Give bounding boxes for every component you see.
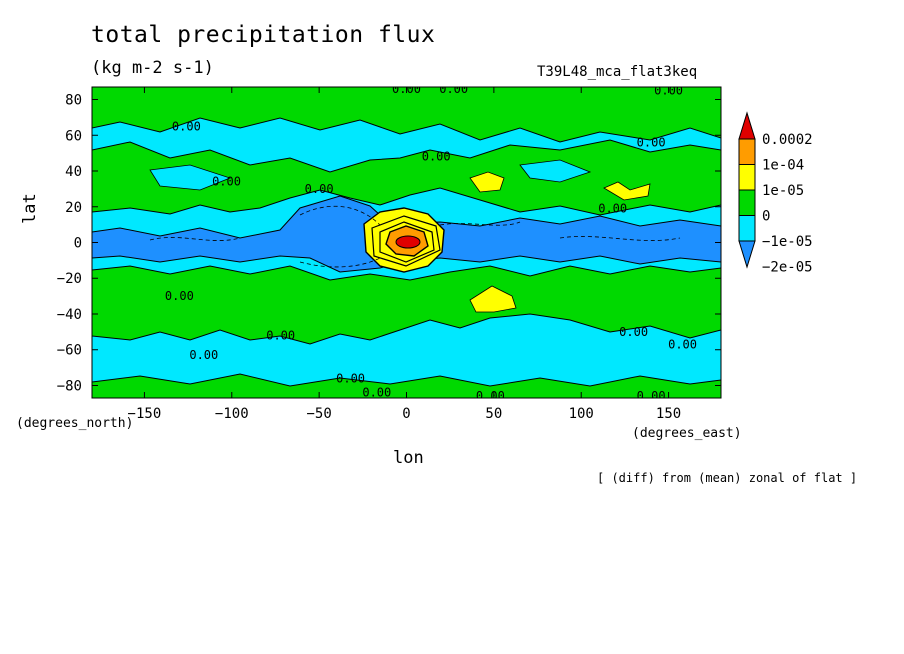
x-tick-label: 50 (485, 406, 502, 422)
y-axis-units: (degrees_north) (16, 416, 134, 431)
dashed-contours (149, 205, 681, 268)
contour-label: 0.00 (165, 289, 194, 303)
cyan-island-north (149, 164, 232, 191)
x-tick-label: −100 (215, 406, 249, 422)
legend-swatch (738, 164, 756, 191)
contour-label: 0.00 (476, 389, 505, 403)
contour-label: 0.00 (619, 325, 648, 339)
y-tick-label: 80 (65, 93, 82, 109)
x-axis-units: (degrees_east) (632, 426, 742, 441)
contour-label: 0.00 (266, 328, 295, 342)
contour-label: 0.00 (392, 82, 421, 96)
contour-label: 0.00 (212, 175, 241, 189)
legend-label: −2e-05 (762, 260, 813, 276)
central-contours (371, 215, 441, 267)
y-tick-label: −40 (57, 307, 82, 323)
contour-label: 0.00 (336, 371, 365, 385)
contour-label: 0.00 (654, 84, 683, 98)
legend-arrow-bottom (738, 240, 756, 269)
contour-label: 0.00 (305, 182, 334, 196)
y-tick-label: −20 (57, 271, 82, 287)
legend-label: −1e-05 (762, 234, 813, 250)
contour-label: 0.00 (598, 202, 627, 216)
y-tick-label: −60 (57, 343, 82, 359)
x-tick-label: 100 (569, 406, 594, 422)
y-tick-label: 20 (65, 200, 82, 216)
contour-label: 0.00 (422, 150, 451, 164)
contour-label: 0.00 (668, 337, 697, 351)
legend-label: 1e-05 (762, 183, 804, 199)
legend-swatch (738, 189, 756, 216)
legend-label: 1e-04 (762, 158, 804, 174)
x-tick-label: 0 (402, 406, 410, 422)
cyan-island-north-2 (519, 159, 592, 183)
x-tick-label: −150 (128, 406, 162, 422)
red-core-center (395, 235, 421, 249)
yellow-patch-north-2 (603, 181, 651, 201)
legend-swatch (738, 215, 756, 242)
yellow-patch-south (469, 285, 517, 313)
green-region-south-polar (92, 373, 721, 398)
y-tick-label: 60 (65, 128, 82, 144)
green-region-north (92, 87, 721, 143)
chart-title: total precipitation flux (91, 22, 436, 48)
contour-label: 0.00 (362, 386, 391, 400)
legend-swatch (738, 138, 756, 165)
chart-units: (kg m-2 s-1) (91, 58, 214, 78)
legend-arrow-top (738, 111, 756, 140)
contour-label: 0.00 (189, 348, 218, 362)
contour-label: 0.00 (637, 389, 666, 403)
contour-label: 0.00 (637, 135, 666, 149)
legend-label: 0 (762, 209, 770, 225)
green-region-north-2 (92, 139, 721, 216)
diff-note: [ (diff) from (mean) zonal of flat ] (597, 471, 858, 485)
contour-label: 0.00 (439, 82, 468, 96)
y-tick-label: −80 (57, 378, 82, 394)
legend-label: 0.0002 (762, 132, 813, 148)
contour-field (92, 87, 721, 398)
contour-label: 0.00 (172, 119, 201, 133)
x-tick-label: −50 (306, 406, 331, 422)
y-tick-label: 0 (74, 236, 82, 252)
y-tick-label: 40 (65, 164, 82, 180)
green-region-south (92, 265, 721, 345)
yellow-patch-north-1 (469, 171, 505, 193)
x-axis-label: lon (393, 448, 424, 468)
run-label: T39L48_mca_flat3keq (537, 64, 698, 80)
x-tick-label: 150 (656, 406, 681, 422)
